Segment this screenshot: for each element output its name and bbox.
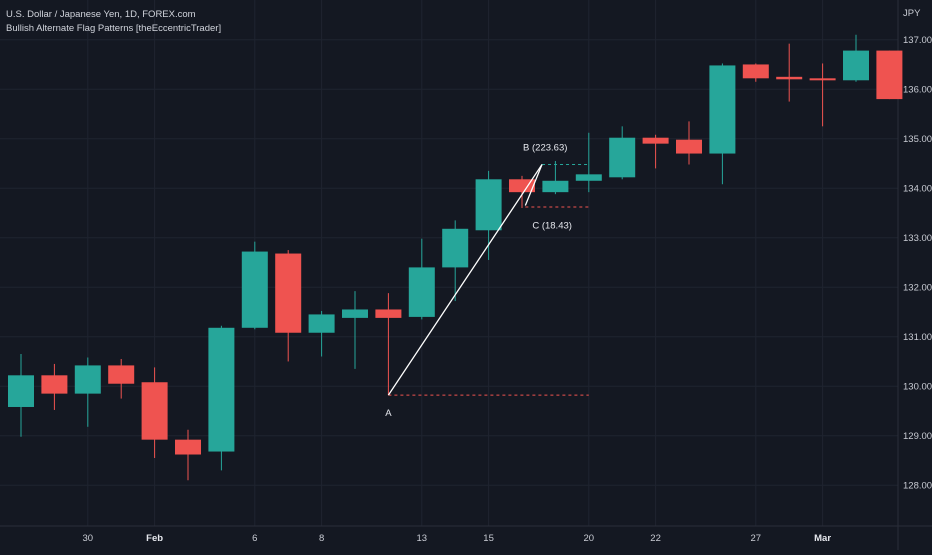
- candle: [208, 325, 235, 471]
- candle-body: [509, 179, 535, 193]
- pattern-label-b: B (223.63): [523, 142, 567, 153]
- candle-body: [575, 174, 602, 181]
- x-tick-label: 27: [751, 533, 762, 544]
- candle-body: [442, 228, 469, 268]
- chart-legend: U.S. Dollar / Japanese Yen, 1D, FOREX.co…: [6, 8, 221, 36]
- x-tick-label: Mar: [814, 533, 831, 544]
- y-tick-label: 136.000: [903, 85, 932, 96]
- candle-body: [208, 327, 235, 452]
- candle: [809, 63, 836, 127]
- candle-body: [709, 65, 736, 154]
- candle: [375, 293, 402, 396]
- pattern-label-a: A: [385, 408, 392, 419]
- candle-body: [141, 382, 168, 440]
- candle-body: [375, 309, 402, 318]
- symbol-title[interactable]: U.S. Dollar / Japanese Yen, 1D, FOREX.co…: [6, 9, 196, 20]
- y-tick-label: 134.000: [903, 184, 932, 195]
- candle: [241, 241, 268, 330]
- candle-body: [74, 365, 101, 394]
- candle: [876, 50, 903, 100]
- candle: [408, 238, 435, 320]
- pattern-line-bc: [524, 164, 543, 206]
- candle-body: [542, 180, 569, 193]
- candle-body: [8, 375, 34, 407]
- x-tick-label: 8: [319, 533, 324, 544]
- y-tick-label: 130.000: [903, 382, 932, 393]
- candle-body: [475, 179, 502, 231]
- x-tick-label: 30: [83, 533, 94, 544]
- candle: [41, 363, 68, 410]
- y-tick-label: 135.000: [903, 134, 932, 145]
- candle: [275, 250, 302, 362]
- x-tick-label: 20: [584, 533, 595, 544]
- candle: [709, 63, 736, 185]
- candle: [575, 132, 602, 193]
- pattern-layer: A B (223.63) C (18.43): [385, 142, 572, 419]
- candle: [475, 170, 502, 260]
- candle-body: [843, 50, 869, 81]
- x-axis[interactable]: 30 Feb 6 8 13 15 20 22 27 Mar: [83, 533, 832, 544]
- y-tick-label: 129.000: [903, 431, 932, 442]
- y-tick-label: 132.000: [903, 283, 932, 294]
- candle-body: [676, 139, 702, 154]
- candle: [542, 160, 569, 195]
- candle: [74, 357, 101, 427]
- candle: [509, 175, 535, 208]
- candle-body: [308, 314, 335, 333]
- candle-body: [742, 64, 769, 79]
- candle: [776, 43, 803, 102]
- y-tick-label: 128.000: [903, 481, 932, 492]
- y-tick-label: 137.000: [903, 35, 932, 46]
- candle-body: [241, 251, 268, 328]
- candle: [141, 367, 168, 458]
- candle-body: [408, 267, 435, 317]
- y-tick-label: 131.000: [903, 332, 932, 343]
- x-tick-label: 15: [483, 533, 494, 544]
- candle-body: [275, 253, 302, 333]
- pattern-line-ab: [387, 164, 543, 396]
- y-tick-label: 133.000: [903, 233, 932, 244]
- x-tick-label: Feb: [146, 533, 163, 544]
- x-tick-label: 6: [252, 533, 257, 544]
- candle: [308, 310, 335, 357]
- candle-body: [342, 309, 368, 318]
- x-tick-label: 22: [650, 533, 661, 544]
- indicator-title[interactable]: Bullish Alternate Flag Patterns [theEcce…: [6, 23, 222, 34]
- candle: [642, 134, 669, 169]
- candle: [342, 291, 368, 369]
- candle-body: [776, 76, 803, 80]
- candle-body: [642, 137, 669, 144]
- currency-label: JPY: [903, 8, 921, 19]
- candle: [609, 126, 636, 180]
- candle-body: [876, 50, 903, 100]
- candle-body: [809, 78, 836, 81]
- candle: [8, 354, 34, 437]
- x-tick-label: 13: [417, 533, 428, 544]
- pattern-label-c: C (18.43): [532, 221, 572, 232]
- candle: [108, 358, 135, 399]
- candle: [843, 34, 869, 82]
- candle: [175, 429, 201, 481]
- candle-layer: [8, 34, 903, 481]
- candle-body: [108, 365, 135, 384]
- candle: [442, 220, 469, 302]
- candle-body: [609, 137, 636, 178]
- candle-body: [41, 375, 68, 394]
- y-axis[interactable]: JPY 128.000 129.000 130.000 131.000 132.000 1…: [903, 8, 932, 492]
- candle: [676, 121, 702, 165]
- level-layer: [388, 163, 589, 396]
- candle: [742, 63, 769, 82]
- candle-body: [175, 439, 201, 455]
